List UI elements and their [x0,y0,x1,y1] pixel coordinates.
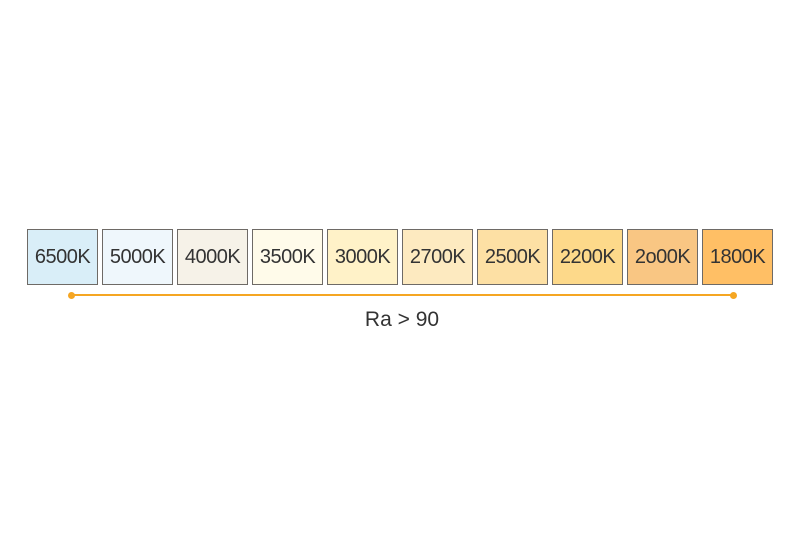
ra-label: Ra > 90 [364,308,440,331]
swatch-6: 2500K [477,229,548,285]
swatch-9: 1800K [702,229,773,285]
swatch-0: 6500K [27,229,98,285]
swatch-label: 4000K [184,245,241,268]
range-end-dot [730,291,737,299]
swatch-8: 2o00K [627,229,698,285]
swatch-label: 2200K [559,245,616,268]
swatch-label: 5000K [109,245,166,268]
swatch-label: 3500K [259,245,316,268]
ra-range-line [71,294,733,296]
swatch-1: 5000K [102,229,173,285]
range-start-dot [68,291,75,299]
swatch-label: 1800K [709,245,766,268]
swatch-7: 2200K [552,229,623,285]
swatch-label: 2o00K [634,245,691,268]
swatch-label: 2500K [484,245,541,268]
swatch-label: 2700K [409,245,466,268]
swatch-label: 3000K [334,245,391,268]
swatch-4: 3000K [327,229,398,285]
swatch-5: 2700K [402,229,473,285]
swatch-label: 6500K [34,245,91,268]
swatch-2: 4000K [177,229,248,285]
swatch-3: 3500K [252,229,323,285]
